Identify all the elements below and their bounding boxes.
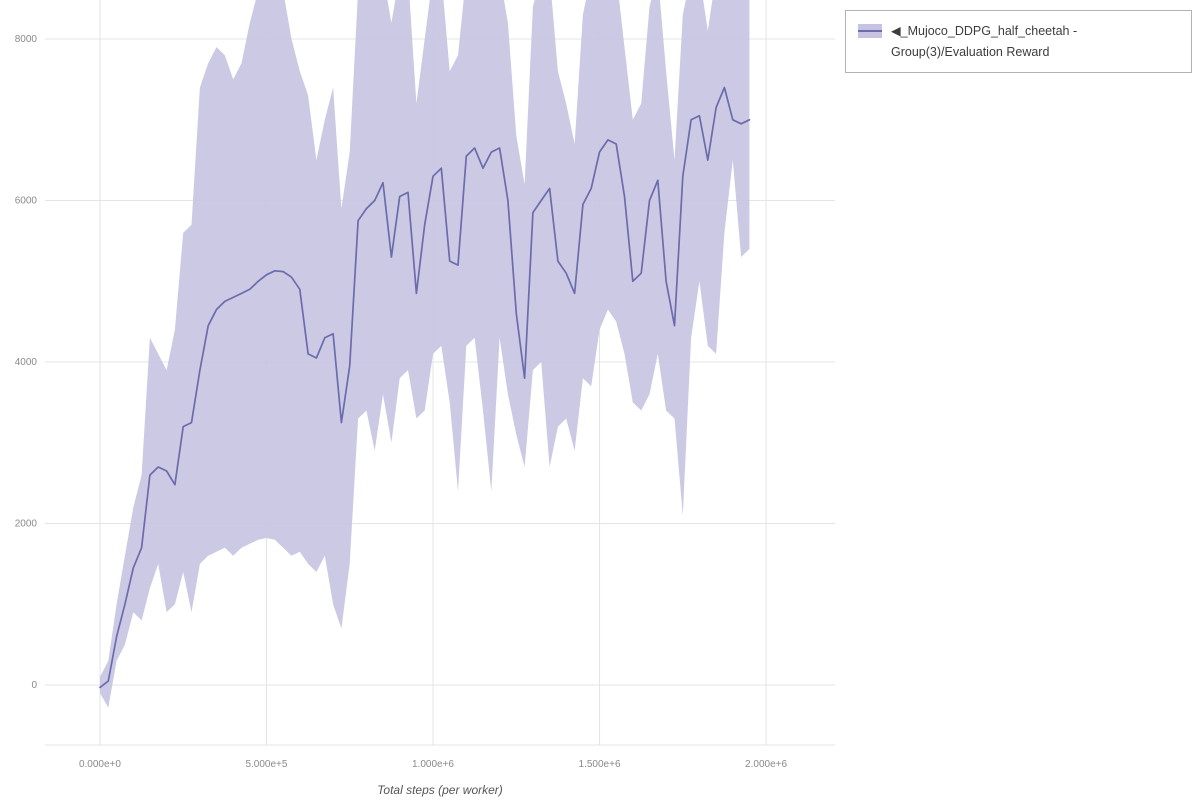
svg-text:4000: 4000	[15, 357, 38, 368]
x-tick-labels: 0.000e+0 5.000e+5 1.000e+6 1.500e+6 2.000e+6	[79, 759, 788, 770]
svg-text:0.000e+0: 0.000e+0	[79, 759, 121, 770]
svg-text:1.000e+6: 1.000e+6	[412, 759, 454, 770]
svg-text:5.000e+5: 5.000e+5	[245, 759, 287, 770]
x-axis-label: Total steps (per worker)	[377, 783, 503, 797]
svg-text:6000: 6000	[15, 196, 38, 207]
svg-text:1.500e+6: 1.500e+6	[579, 759, 621, 770]
svg-text:0: 0	[31, 680, 37, 691]
collapse-icon[interactable]: ◀	[891, 24, 901, 38]
y-tick-labels: 0 2000 4000 6000 8000	[15, 34, 38, 691]
legend-series-label: _Mujoco_DDPG_half_cheetah - Group(3)/Eva…	[891, 24, 1078, 59]
evaluation-reward-chart[interactable]: 0 2000 4000 6000 8000 0.000e+0 5.000e+5 1.000e+…	[0, 0, 840, 800]
confidence-band	[100, 0, 750, 708]
legend-line-icon	[858, 30, 882, 32]
svg-text:2000: 2000	[15, 519, 38, 530]
svg-text:8000: 8000	[15, 34, 38, 45]
legend-series-swatch	[858, 24, 882, 38]
svg-text:2.000e+6: 2.000e+6	[745, 759, 787, 770]
legend-series-entry: ◀_Mujoco_DDPG_half_cheetah - Group(3)/Ev…	[891, 21, 1179, 62]
legend[interactable]: ◀_Mujoco_DDPG_half_cheetah - Group(3)/Ev…	[845, 10, 1192, 74]
mean-reward-line	[99, 86, 751, 689]
